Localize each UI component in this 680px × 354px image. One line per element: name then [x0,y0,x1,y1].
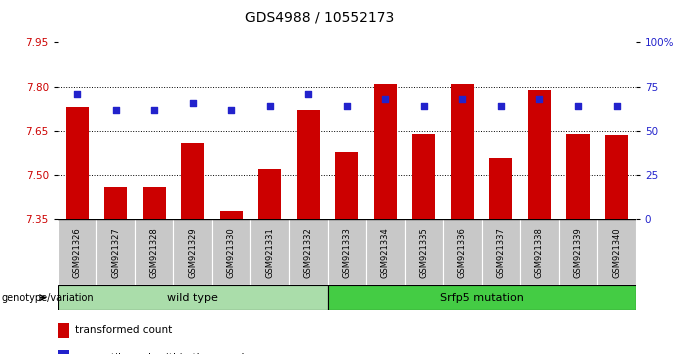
Bar [65,107,88,219]
Bar [328,219,366,285]
Text: GSM921329: GSM921329 [188,227,197,278]
Text: GSM921334: GSM921334 [381,227,390,278]
Bar [58,285,328,310]
Point [534,96,545,102]
Bar [366,219,405,285]
Bar [559,219,597,285]
Text: percentile rank within the sample: percentile rank within the sample [75,353,251,354]
Bar [97,219,135,285]
Bar [258,169,282,219]
Bar [528,90,551,219]
Point [457,96,468,102]
Text: Srfp5 mutation: Srfp5 mutation [440,293,524,303]
Point [303,91,313,97]
Bar [220,211,243,219]
Point [496,103,507,109]
Bar [335,152,358,219]
Text: GSM921338: GSM921338 [535,227,544,278]
Bar [597,219,636,285]
Bar [443,219,481,285]
Point [341,103,352,109]
Bar [296,110,320,219]
Bar [289,219,328,285]
Text: GSM921327: GSM921327 [111,227,120,278]
Point [71,91,82,97]
Text: GSM921333: GSM921333 [342,227,352,278]
Bar [605,136,628,219]
Text: wild type: wild type [167,293,218,303]
Text: GSM921339: GSM921339 [573,227,583,278]
Point [611,103,622,109]
Point [573,103,583,109]
Bar [212,219,250,285]
Bar [451,84,474,219]
Text: GSM921337: GSM921337 [496,227,505,278]
Bar [566,134,590,219]
Bar [520,219,559,285]
Point [226,107,237,113]
Bar [58,350,69,354]
Point [149,107,160,113]
Bar [58,323,69,338]
Point [380,96,391,102]
Text: GSM921336: GSM921336 [458,227,467,278]
Bar [481,219,520,285]
Point [187,100,198,105]
Bar [405,219,443,285]
Point [265,103,275,109]
Bar [58,219,97,285]
Bar [328,285,636,310]
Text: GSM921331: GSM921331 [265,227,274,278]
Bar [181,143,204,219]
Bar [173,219,212,285]
Point [110,107,121,113]
Bar [250,219,289,285]
Bar [490,158,513,219]
Text: GDS4988 / 10552173: GDS4988 / 10552173 [245,11,394,25]
Text: GSM921332: GSM921332 [304,227,313,278]
Bar [104,187,127,219]
Point [418,103,429,109]
Text: GSM921328: GSM921328 [150,227,158,278]
Text: GSM921330: GSM921330 [226,227,236,278]
Bar [412,134,435,219]
Text: GSM921326: GSM921326 [73,227,82,278]
Bar [143,187,166,219]
Text: GSM921340: GSM921340 [612,227,621,278]
Text: transformed count: transformed count [75,325,173,335]
Bar [135,219,173,285]
Text: GSM921335: GSM921335 [420,227,428,278]
Bar [374,84,397,219]
Text: genotype/variation: genotype/variation [1,293,94,303]
